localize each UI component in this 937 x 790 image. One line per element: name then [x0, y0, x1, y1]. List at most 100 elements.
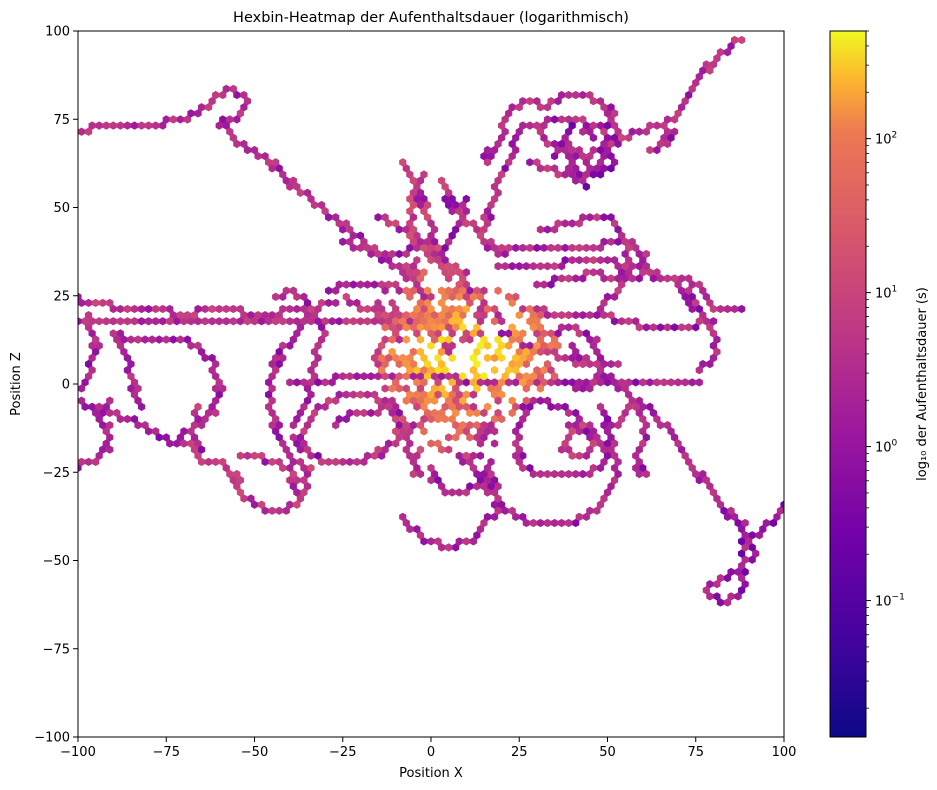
hexbin-cell — [558, 469, 566, 479]
hexbin-cell — [550, 152, 559, 161]
hexbin-cell — [706, 298, 714, 308]
hexbin-cell — [709, 488, 717, 497]
hexbin-cell — [713, 54, 721, 63]
hexbin-cell — [600, 310, 608, 320]
hexbin-cell — [515, 335, 523, 344]
hexbin-cell — [635, 274, 643, 283]
hexbin-cell — [459, 200, 467, 210]
hexbin-cell — [409, 225, 417, 234]
hexbin-cell — [416, 347, 425, 356]
hexbin-cell — [582, 451, 590, 460]
hexbin-cell — [420, 292, 428, 301]
hexbin-cell — [448, 353, 456, 363]
hexbin-cell — [353, 457, 361, 467]
hexbin-cell — [317, 323, 326, 332]
hexbin-cell — [646, 402, 654, 411]
hexbin-cell — [296, 494, 304, 503]
hexbin-cell — [632, 402, 640, 411]
hexbin-cell — [395, 359, 403, 369]
hexbin-cell — [688, 378, 696, 387]
hexbin-cell — [522, 347, 530, 356]
hexbin-cell — [455, 488, 463, 497]
hexbin-cell — [508, 139, 516, 149]
hexbin-cell — [469, 219, 477, 228]
hexbin-cell — [95, 341, 103, 350]
hexbin-cell — [289, 457, 297, 467]
hexbin-cell — [575, 512, 583, 522]
hexbin-cell — [473, 359, 481, 369]
hexbin-cell — [706, 66, 714, 75]
hexbin-cell — [452, 310, 460, 320]
hexbin-cell — [494, 249, 502, 259]
hexbin-cell — [462, 378, 470, 387]
hexbin-cell — [494, 310, 502, 320]
hexbin-cell — [462, 329, 470, 338]
hexbin-cell — [363, 304, 372, 314]
hexbin-cell — [434, 329, 442, 338]
hexbin-cell — [473, 310, 481, 320]
hexbin-cell — [409, 286, 417, 295]
hexbin-cell — [268, 384, 276, 393]
hexbin-cell — [427, 304, 435, 314]
hexbin-cell — [589, 170, 597, 179]
hexbin-cell — [494, 176, 502, 185]
hexbin-cell — [586, 127, 594, 136]
hexbin-cell — [441, 317, 449, 326]
hexbin-cell — [395, 433, 403, 442]
hexbin-cell — [727, 41, 735, 51]
hexbin-cell — [505, 292, 513, 301]
hexbin-cell — [625, 268, 633, 277]
hexbin-cell — [155, 433, 163, 442]
hexbin-cell — [374, 249, 382, 259]
hexbin-cell — [494, 286, 502, 295]
hexbin-cell — [293, 414, 301, 424]
hexbin-cell — [540, 378, 548, 387]
hexbin-cell — [434, 414, 442, 424]
hexbin-cell — [685, 298, 693, 308]
hexbin-cell — [476, 439, 485, 448]
hexbin-cell — [730, 512, 739, 522]
hexbin-cell — [741, 579, 749, 589]
hexbin-cell — [667, 378, 675, 387]
hexbin-cell — [406, 170, 414, 179]
hexbin-cell — [462, 219, 470, 228]
hexbin-cell — [593, 372, 601, 381]
hexbin-cell — [490, 353, 499, 363]
hexbin-cell — [543, 225, 552, 234]
hexbin-cell — [409, 396, 417, 405]
hexbin-cell — [483, 341, 492, 350]
hexbin-cell — [512, 329, 520, 338]
hexbin-cell — [275, 506, 283, 515]
hexbin-cell — [243, 451, 252, 460]
hexbin-cell — [279, 463, 287, 473]
hexbin-cell — [572, 176, 580, 185]
y-tick-label: −25 — [43, 466, 70, 481]
hexbin-cell — [476, 231, 485, 240]
hexbin-cell — [480, 237, 488, 246]
hexbin-cell — [152, 121, 160, 130]
hexbin-cell — [448, 207, 456, 216]
hexbin-cell — [579, 90, 587, 100]
hexbin-cell — [653, 268, 661, 277]
hexbin-cell — [550, 469, 559, 479]
hexbin-cell — [558, 323, 566, 332]
hexbin-cell — [349, 231, 357, 240]
hexbin-cell — [84, 298, 93, 308]
hexbin-cell — [413, 365, 421, 375]
hexbin-cell — [437, 249, 446, 259]
hexbin-cell — [420, 243, 428, 253]
hexbin-cell — [413, 463, 421, 473]
hexbin-cell — [480, 482, 488, 491]
hexbin-cell — [314, 353, 322, 363]
hexbin-cell — [430, 335, 439, 344]
hexbin-cell — [480, 433, 488, 442]
hexbin-cell — [473, 421, 481, 430]
hexbin-cell — [568, 158, 576, 167]
hexbin-cell — [402, 384, 410, 393]
hexbin-cell — [395, 335, 403, 344]
hexbin-cell — [490, 145, 499, 155]
hexbin-cell — [374, 396, 382, 405]
hexbin-cell — [197, 347, 206, 356]
hexbin-cell — [441, 255, 449, 265]
hexbin-cell — [437, 384, 446, 393]
